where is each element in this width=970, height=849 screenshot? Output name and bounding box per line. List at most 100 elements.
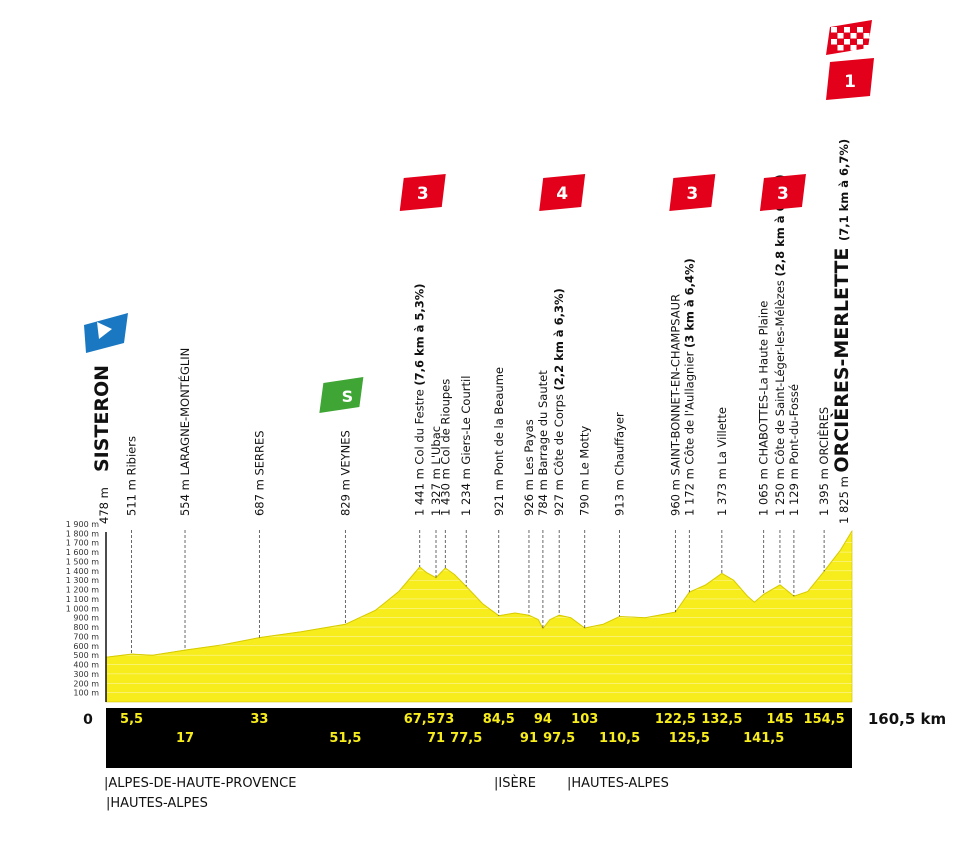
km-label: 17 <box>176 731 194 746</box>
sprint-badge <box>319 377 364 413</box>
region-label: |ALPES-DE-HAUTE-PROVENCE <box>104 776 297 791</box>
y-tick-label: 900 m <box>73 614 99 623</box>
waypoint-name: 1 373 m La Villette <box>715 407 729 516</box>
finish-label: 1 825 m ORCIÈRES-MERLETTE (7,1 km à 6,7%… <box>830 139 853 524</box>
waypoint-name: 1 430 m Col de Rioupes <box>438 379 452 516</box>
climb-stats: (3 km à 6,4%) <box>682 258 696 348</box>
km-label: 141,5 <box>743 731 784 746</box>
km-label: 125,5 <box>669 731 710 746</box>
waypoint-label: 1 430 m Col de Rioupes <box>438 379 452 516</box>
waypoint-name: 1 250 m Côte de Saint-Léger-les-Mélèzes <box>773 277 787 517</box>
finish-flag-check <box>863 45 870 51</box>
km-label: 91 <box>520 731 538 746</box>
y-tick-label: 1 700 m <box>66 539 99 548</box>
y-tick-label: 700 m <box>73 632 99 641</box>
y-tick-label: 1 200 m <box>66 586 99 595</box>
km-label: 122,5 <box>655 712 696 727</box>
waypoint-label: 1 250 m Côte de Saint-Léger-les-Mélèzes … <box>773 174 787 516</box>
finish-category-number: 1 <box>844 72 856 92</box>
climb-category-number: 3 <box>777 184 789 204</box>
y-tick-label: 1 800 m <box>66 529 99 538</box>
finish-name: ORCIÈRES-MERLETTE <box>830 241 853 473</box>
km-label: 51,5 <box>329 731 361 746</box>
waypoint-label: 1 172 m Côte de l'Aullagnier (3 km à 6,4… <box>682 258 696 516</box>
y-tick-label: 1 900 m <box>66 520 99 529</box>
waypoint-name: 829 m VEYNES <box>338 430 352 516</box>
elevation-outline <box>105 530 853 658</box>
waypoint-label: 921 m Pont de la Beaume <box>492 367 506 516</box>
waypoint-name: 926 m Les Payas <box>522 419 536 516</box>
waypoint-label: 829 m VEYNES <box>338 430 352 516</box>
km-label: 84,5 <box>483 712 515 727</box>
finish-altitude: 1 825 m <box>837 473 851 524</box>
km-label: 94 <box>534 712 552 727</box>
km-label: 5,5 <box>120 712 143 727</box>
climb-category-badge <box>399 174 446 211</box>
climb-category-number: 4 <box>556 184 568 204</box>
climb-category-number: 3 <box>686 184 698 204</box>
waypoint-label: 913 m Chauffayer <box>613 412 627 516</box>
y-tick-label: 1 000 m <box>66 604 99 613</box>
waypoint-name: 1 441 m Col du Festre <box>413 386 427 516</box>
start-arrow-icon <box>97 322 112 339</box>
waypoint-label: 927 m Côte de Corps (2,2 km à 6,3%) <box>552 288 566 516</box>
climb-category-number: 3 <box>417 184 429 204</box>
climb-stats: (7,6 km à 5,3%) <box>413 283 427 385</box>
waypoint-name: 1 327 m L'Ubac <box>429 426 443 516</box>
elevation-area <box>105 529 853 703</box>
waypoint-label: 1 327 m L'Ubac <box>429 426 443 516</box>
start-name: SISTERON <box>91 365 113 472</box>
y-tick-label: 500 m <box>73 651 99 660</box>
km-label: 132,5 <box>701 712 742 727</box>
waypoint-label: 1 129 m Pont-du-Fossé <box>787 384 801 516</box>
finish-flag-check <box>863 33 870 39</box>
waypoint-label: 1 234 m Giers-Le Courtil <box>459 376 473 516</box>
y-tick-label: 400 m <box>73 661 99 670</box>
y-tick-label: 300 m <box>73 670 99 679</box>
finish-flag-check <box>850 45 857 51</box>
y-tick-label: 100 m <box>73 689 99 698</box>
region-label: |HAUTES-ALPES <box>106 796 208 811</box>
waypoint-name: 687 m SERRES <box>252 430 266 516</box>
finish-category-badge <box>826 58 874 100</box>
waypoint-label: 960 m SAINT-BONNET-EN-CHAMPSAUR <box>668 294 682 516</box>
finish-flag-check <box>837 33 844 39</box>
finish-flag-check <box>844 27 850 33</box>
region-label: |ISÈRE <box>494 776 536 791</box>
waypoint-name: 1 129 m Pont-du-Fossé <box>787 384 801 516</box>
waypoint-name: 790 m Le Motty <box>578 426 592 516</box>
finish-flag-check <box>844 39 850 45</box>
km-label: 103 <box>571 712 598 727</box>
start-altitude: 478 m <box>97 487 111 524</box>
km-label: 97,5 <box>543 731 575 746</box>
waypoint-name: 784 m Barrage du Sautet <box>536 370 550 516</box>
waypoint-label: 1 065 m CHABOTTES-La Haute Plaine <box>757 301 771 516</box>
y-tick-label: 800 m <box>73 623 99 632</box>
waypoint-name: 1 395 m ORCIÈRES <box>816 407 831 516</box>
y-tick-label: 1 500 m <box>66 558 99 567</box>
waypoint-name: 913 m Chauffayer <box>613 412 627 516</box>
y-tick-label: 200 m <box>73 679 99 688</box>
waypoint-name: 511 m Ribiers <box>125 436 139 516</box>
finish-flag-check <box>831 27 837 33</box>
waypoint-label: 926 m Les Payas <box>522 419 536 516</box>
waypoint-label: 1 441 m Col du Festre (7,6 km à 5,3%) <box>413 283 427 516</box>
km-label: 154,5 <box>804 712 845 727</box>
finish-flag-check <box>831 39 837 45</box>
waypoint-label: 784 m Barrage du Sautet <box>536 370 550 516</box>
waypoint-label: 790 m Le Motty <box>578 426 592 516</box>
waypoint-name: 1 172 m Côte de l'Aullagnier <box>682 348 696 516</box>
waypoint-label: 554 m LARAGNE-MONTÉGLIN <box>177 348 192 516</box>
y-tick-label: 600 m <box>73 642 99 651</box>
climb-category-badge <box>759 174 806 211</box>
waypoint-name: 927 m Côte de Corps <box>552 390 566 516</box>
waypoint-label: 511 m Ribiers <box>125 436 139 516</box>
y-tick-label: 1 300 m <box>66 576 99 585</box>
climb-stats: (2,2 km à 6,3%) <box>552 288 566 390</box>
region-label: |HAUTES-ALPES <box>567 776 669 791</box>
finish-flag-check <box>850 33 857 39</box>
km-label: 33 <box>250 712 268 727</box>
waypoint-name: 1 234 m Giers-Le Courtil <box>459 376 473 516</box>
finish-flag-check <box>837 45 844 51</box>
